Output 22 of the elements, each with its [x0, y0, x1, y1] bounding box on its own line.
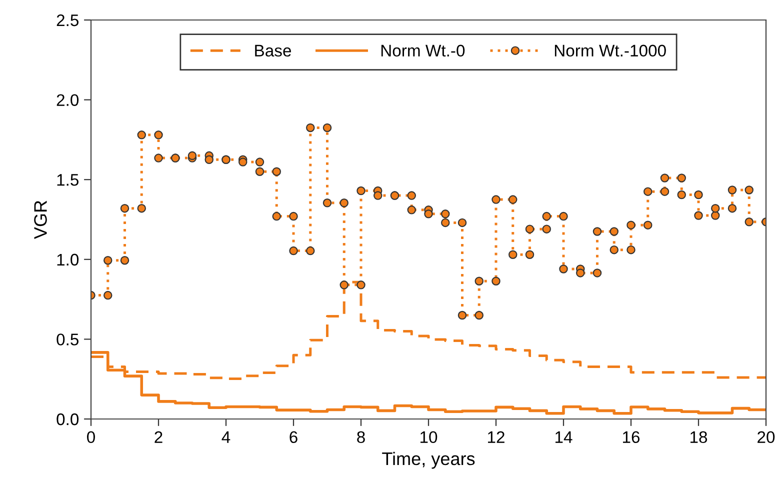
x-tick-label: 18 — [690, 431, 708, 444]
legend-label: Norm Wt.-1000 — [554, 44, 666, 57]
x-tick-label: 8 — [357, 431, 365, 444]
y-tick-label: 0.5 — [56, 334, 78, 346]
x-tick-label: 20 — [758, 431, 775, 444]
x-tick-label: 0 — [87, 431, 95, 444]
x-tick-label: 2 — [154, 431, 162, 443]
y-tick-label: 1.5 — [57, 174, 78, 186]
y-tick-label: 2.0 — [56, 94, 79, 106]
legend-label: Norm Wt.-0 — [381, 44, 465, 57]
legend-label: Base — [255, 44, 292, 57]
y-axis-title: VGR — [34, 200, 47, 239]
x-tick-label: 4 — [222, 431, 230, 443]
x-axis-title: Time, years — [382, 452, 475, 469]
x-tick-label: 12 — [488, 431, 504, 443]
y-tick-label: 0.0 — [56, 413, 79, 426]
y-tick-label: 2.5 — [56, 14, 78, 26]
x-tick-label: 10 — [420, 431, 438, 444]
y-tick-label: 1.0 — [57, 254, 79, 266]
x-tick-label: 6 — [290, 431, 298, 444]
x-tick-label: 14 — [556, 431, 572, 443]
x-tick-label: 16 — [623, 431, 640, 444]
